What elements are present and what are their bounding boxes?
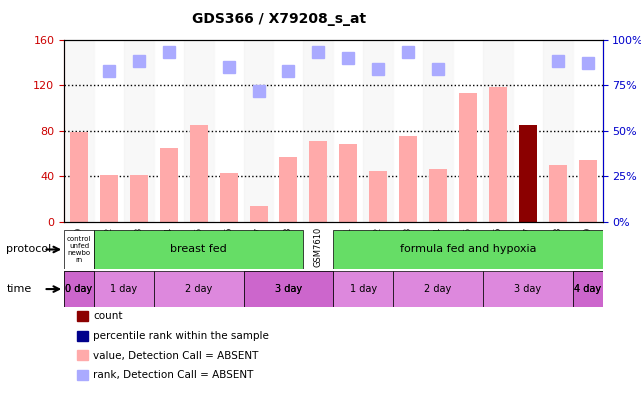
Bar [130, 175, 148, 222]
Bar [220, 173, 238, 222]
Bar [579, 160, 597, 222]
Bar [393, 271, 483, 307]
Bar [453, 40, 483, 222]
Bar [64, 271, 94, 307]
Text: 0 day: 0 day [65, 284, 92, 294]
Text: 3 day: 3 day [275, 284, 302, 294]
Bar [543, 40, 572, 222]
Bar [160, 148, 178, 222]
Bar [94, 40, 124, 222]
Bar [483, 40, 513, 222]
Bar [303, 40, 333, 222]
Bar [393, 40, 423, 222]
Bar [64, 40, 94, 222]
Text: 2 day: 2 day [424, 284, 452, 294]
Bar [190, 125, 208, 222]
Text: GDS366 / X79208_s_at: GDS366 / X79208_s_at [192, 12, 367, 26]
Text: value, Detection Call = ABSENT: value, Detection Call = ABSENT [93, 350, 258, 361]
Text: 1 day: 1 day [110, 284, 137, 294]
Bar [124, 40, 154, 222]
Text: time: time [6, 284, 31, 294]
Bar [489, 88, 507, 222]
Bar [429, 169, 447, 222]
Bar [279, 157, 297, 222]
Text: control
unfed
newbo
rn: control unfed newbo rn [67, 236, 91, 263]
Text: protocol: protocol [6, 244, 52, 255]
Text: count: count [93, 311, 122, 321]
Bar [154, 40, 184, 222]
Text: 2 day: 2 day [185, 284, 212, 294]
Text: formula fed and hypoxia: formula fed and hypoxia [400, 244, 536, 255]
Bar [274, 40, 303, 222]
Bar [310, 141, 328, 222]
Bar [213, 40, 244, 222]
Bar [572, 40, 603, 222]
Bar [244, 271, 333, 307]
Bar [549, 165, 567, 222]
Text: 3 day: 3 day [514, 284, 541, 294]
Bar [572, 271, 603, 307]
Text: percentile rank within the sample: percentile rank within the sample [93, 331, 269, 341]
Bar [572, 271, 603, 307]
Text: 3 day: 3 day [275, 284, 302, 294]
Text: 0 day: 0 day [65, 284, 92, 294]
Bar [154, 271, 244, 307]
Bar [184, 40, 213, 222]
Text: breast fed: breast fed [171, 244, 227, 255]
Bar [339, 144, 357, 222]
Bar [333, 271, 393, 307]
Bar [363, 40, 393, 222]
Text: 4 day: 4 day [574, 284, 601, 294]
Bar [459, 93, 477, 222]
Bar [333, 40, 363, 222]
Bar [94, 230, 303, 269]
Bar [64, 230, 94, 269]
Bar [64, 271, 94, 307]
Bar [244, 271, 333, 307]
Bar [483, 271, 572, 307]
Bar [94, 271, 154, 307]
Text: rank, Detection Call = ABSENT: rank, Detection Call = ABSENT [93, 370, 253, 381]
Text: 1 day: 1 day [350, 284, 377, 294]
Bar [249, 206, 267, 222]
Bar [333, 230, 603, 269]
Bar [244, 40, 274, 222]
Text: 4 day: 4 day [574, 284, 601, 294]
Bar [519, 125, 537, 222]
Bar [423, 40, 453, 222]
Bar [369, 171, 387, 222]
Bar [399, 136, 417, 222]
Bar [70, 132, 88, 222]
Bar [513, 40, 543, 222]
Bar [100, 175, 118, 222]
